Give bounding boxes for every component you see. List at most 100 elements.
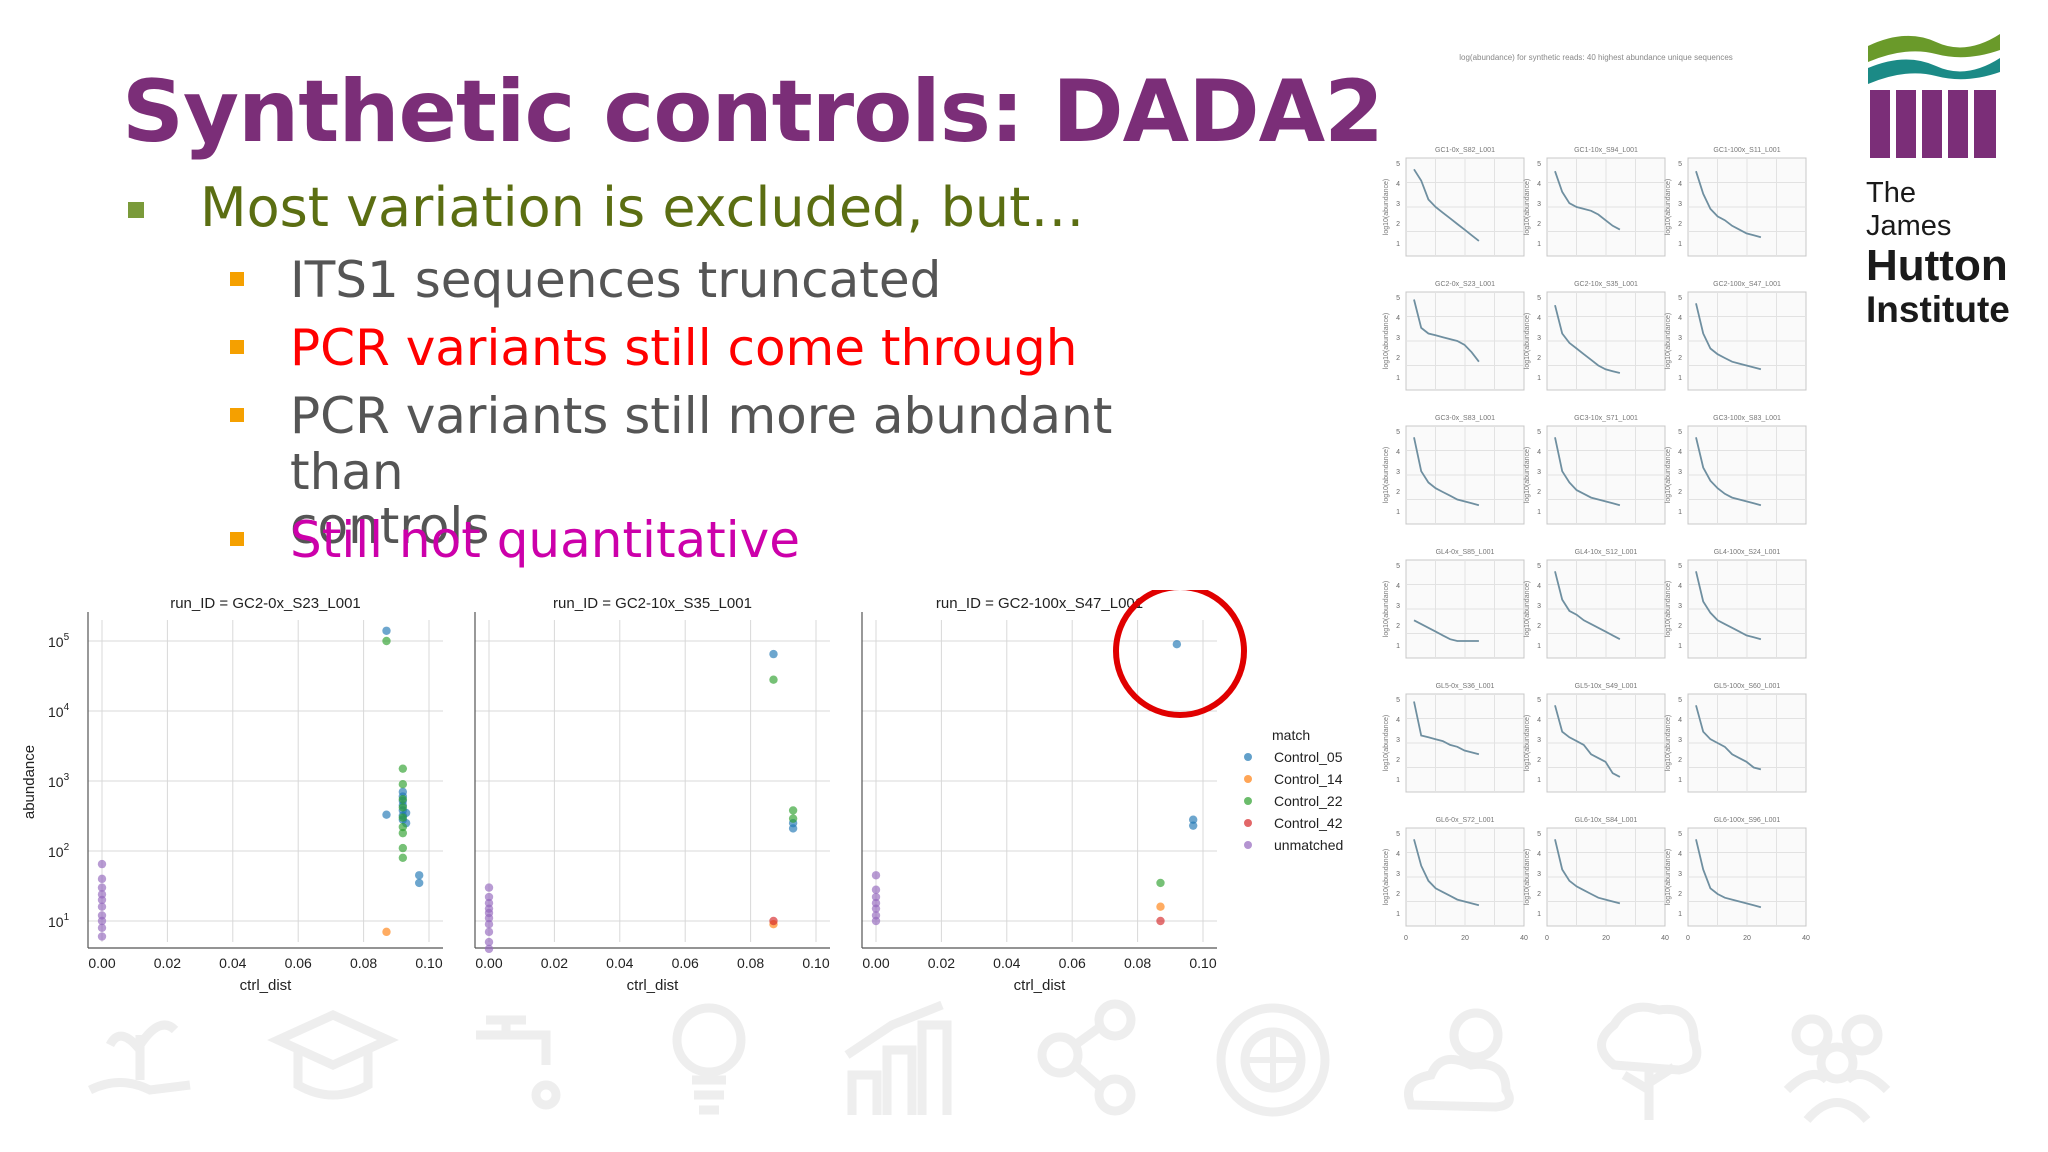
bullet-text: PCR variants still more abundant than bbox=[290, 387, 1113, 501]
panel-x-tick: 40 bbox=[1661, 935, 1669, 942]
panel-y-label: log10(abundance) bbox=[1383, 715, 1390, 771]
panel-curve bbox=[1413, 619, 1479, 642]
panel-y-tick: 2 bbox=[1396, 489, 1400, 496]
data-point bbox=[398, 813, 408, 822]
panel-title: GL4-100x_S24_L001 bbox=[1714, 549, 1781, 556]
data-point bbox=[871, 916, 881, 926]
panel-y-tick: 1 bbox=[1396, 241, 1400, 248]
panel-y-tick: 3 bbox=[1678, 871, 1682, 878]
mini-panel: GC3-10x_S71_L001 5 4 3 2 1 log10(abundance) bbox=[1524, 415, 1666, 525]
panel-y-tick: 4 bbox=[1396, 315, 1400, 322]
x-tick-label: 0.06 bbox=[672, 955, 699, 971]
bullet-item: ITS1 sequences truncated bbox=[230, 252, 941, 308]
panel-y-tick: 3 bbox=[1537, 469, 1541, 476]
data-point bbox=[97, 883, 107, 892]
panel-y-label: log10(abundance) bbox=[1524, 313, 1531, 369]
data-point bbox=[97, 932, 107, 941]
y-axis-label: abundance bbox=[21, 745, 38, 819]
panel-y-tick: 3 bbox=[1678, 603, 1682, 610]
x-tick-label: 0.00 bbox=[88, 955, 115, 971]
weather-cloud-sun-icon bbox=[1404, 1008, 1514, 1112]
panel-title: GC3-100x_S83_L001 bbox=[1713, 415, 1781, 422]
data-point bbox=[398, 794, 408, 804]
panel-x-tick: 0 bbox=[1545, 935, 1549, 942]
bullet-item: Still not quantitative bbox=[230, 512, 800, 568]
panel-y-tick: 4 bbox=[1537, 717, 1541, 724]
panel-y-tick: 1 bbox=[1396, 911, 1400, 918]
panel-title: GL5-0x_S36_L001 bbox=[1436, 683, 1495, 690]
panel-curve bbox=[1554, 437, 1621, 507]
x-axis-label: ctrl_dist bbox=[240, 977, 293, 994]
x-axis-label: ctrl_dist bbox=[1014, 977, 1067, 994]
panel-y-tick: 5 bbox=[1537, 161, 1541, 168]
bullet-marker bbox=[128, 202, 144, 218]
panel-y-tick: 5 bbox=[1537, 295, 1541, 302]
panel-y-tick: 5 bbox=[1678, 697, 1682, 704]
panel-y-tick: 1 bbox=[1537, 643, 1541, 650]
legend-marker bbox=[1244, 841, 1252, 849]
mini-panel: GC2-0x_S23_L001 5 4 3 2 1 log10(abundance) bbox=[1383, 281, 1525, 391]
data-point bbox=[97, 859, 107, 869]
plant-in-hand-icon bbox=[87, 1020, 191, 1095]
panel-y-tick: 2 bbox=[1678, 489, 1682, 496]
panel-y-tick: 1 bbox=[1396, 643, 1400, 650]
data-point bbox=[484, 937, 494, 947]
panel-y-label: log10(abundance) bbox=[1665, 849, 1672, 905]
panel-y-label: log10(abundance) bbox=[1665, 447, 1672, 503]
data-point bbox=[398, 853, 408, 862]
panel-x-tick: 20 bbox=[1743, 935, 1751, 942]
panel-y-tick: 3 bbox=[1396, 469, 1400, 476]
panel-y-tick: 1 bbox=[1537, 375, 1541, 382]
bullet-item: PCR variants still come through bbox=[230, 320, 1077, 376]
legend-label: Control_22 bbox=[1274, 793, 1343, 809]
panel-curve bbox=[1554, 304, 1621, 374]
panel-y-tick: 5 bbox=[1678, 429, 1682, 436]
panel-y-tick: 2 bbox=[1678, 355, 1682, 362]
panel-y-tick: 1 bbox=[1396, 777, 1400, 784]
x-tick-label: 0.02 bbox=[928, 955, 955, 971]
panel-y-tick: 3 bbox=[1396, 201, 1400, 208]
data-point bbox=[1188, 821, 1198, 830]
data-point bbox=[382, 810, 391, 819]
panel-y-label: log10(abundance) bbox=[1665, 313, 1672, 369]
legend: match Control_05 Control_14 Control_22 Contr… bbox=[1244, 727, 1343, 853]
panel-y-tick: 1 bbox=[1678, 509, 1682, 516]
legend-label: Control_42 bbox=[1274, 815, 1343, 831]
bar-chart-icon bbox=[844, 1000, 952, 1115]
x-tick-label: 0.08 bbox=[350, 955, 377, 971]
logo-text-line1: The James bbox=[1866, 177, 1952, 242]
data-point bbox=[484, 920, 494, 929]
footer-icon-strip bbox=[80, 995, 1980, 1135]
panel-y-tick: 3 bbox=[1396, 335, 1400, 342]
x-tick-label: 0.10 bbox=[1189, 955, 1216, 971]
data-point bbox=[1156, 916, 1165, 926]
panel-y-tick: 1 bbox=[1678, 375, 1682, 382]
panel-y-tick: 2 bbox=[1396, 355, 1400, 362]
x-tick-label: 0.04 bbox=[219, 955, 246, 971]
mini-panel: GL4-10x_S12_L001 5 4 3 2 1 log10(abundance) bbox=[1524, 549, 1666, 659]
panel-curve bbox=[1695, 303, 1762, 371]
panel-y-label: log10(abundance) bbox=[1665, 581, 1672, 637]
panel-y-tick: 4 bbox=[1678, 315, 1682, 322]
mini-panel: GC1-10x_S94_L001 5 4 3 2 1 log10(abundance) bbox=[1524, 147, 1666, 257]
panel-y-label: log10(abundance) bbox=[1383, 447, 1390, 503]
data-point bbox=[414, 878, 424, 888]
panel-curve bbox=[1695, 437, 1762, 507]
panel-y-tick: 1 bbox=[1678, 241, 1682, 248]
panel-y-tick: 1 bbox=[1537, 777, 1541, 784]
grid-figure-title: log(abundance) for synthetic reads: 40 h… bbox=[1459, 53, 1733, 62]
data-point bbox=[398, 764, 408, 773]
network-nodes-icon bbox=[1037, 999, 1136, 1116]
mini-panel: GL6-100x_S96_L001 5 4 3 2 1 log10(abundance) 0 2… bbox=[1665, 817, 1810, 942]
panel-y-tick: 2 bbox=[1537, 221, 1541, 228]
panel-y-tick: 5 bbox=[1678, 295, 1682, 302]
panel-y-tick: 1 bbox=[1537, 911, 1541, 918]
legend-marker bbox=[1244, 797, 1252, 805]
bullet-marker bbox=[230, 340, 244, 354]
mini-panel: GL6-0x_S72_L001 5 4 3 2 1 log10(abundance) 0 20 4… bbox=[1383, 817, 1528, 942]
data-point bbox=[1156, 902, 1165, 911]
panel-y-label: log10(abundance) bbox=[1524, 179, 1531, 235]
panel-y-label: log10(abundance) bbox=[1383, 179, 1390, 235]
panel-y-tick: 1 bbox=[1537, 241, 1541, 248]
light-bulb-icon bbox=[672, 1003, 746, 1115]
